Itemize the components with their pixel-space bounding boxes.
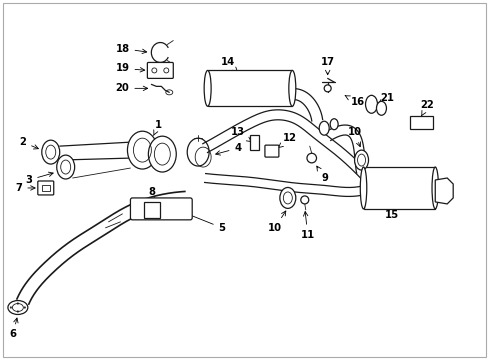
Text: 10: 10 [347,127,361,147]
Text: 10: 10 [267,211,285,233]
Text: 1: 1 [153,120,162,135]
Text: 4: 4 [215,143,241,155]
FancyBboxPatch shape [207,71,292,106]
Text: 13: 13 [230,127,251,141]
FancyBboxPatch shape [130,198,192,220]
FancyBboxPatch shape [363,167,434,209]
Text: 8: 8 [148,187,156,203]
FancyBboxPatch shape [144,202,160,218]
Text: 22: 22 [420,100,433,116]
Ellipse shape [148,136,176,172]
Circle shape [300,196,308,204]
Ellipse shape [365,95,377,113]
Ellipse shape [319,121,328,135]
Ellipse shape [203,71,211,106]
Circle shape [17,311,19,312]
Text: 21: 21 [377,93,394,104]
Ellipse shape [8,301,28,315]
Text: 15: 15 [384,206,398,220]
Text: 6: 6 [9,318,18,339]
Polygon shape [434,178,452,204]
Text: 14: 14 [221,58,237,72]
Text: 18: 18 [115,44,146,54]
Ellipse shape [41,140,60,164]
FancyBboxPatch shape [409,116,432,129]
Circle shape [24,307,25,308]
FancyBboxPatch shape [264,145,278,157]
Ellipse shape [329,119,337,130]
Text: 19: 19 [115,63,144,73]
Text: 11: 11 [300,212,314,240]
Circle shape [306,153,316,163]
Text: 3: 3 [25,172,53,185]
Ellipse shape [360,167,366,209]
Text: 9: 9 [316,166,327,183]
Text: 12: 12 [278,133,296,148]
Ellipse shape [431,167,438,209]
Ellipse shape [279,188,295,208]
FancyBboxPatch shape [38,181,54,195]
FancyBboxPatch shape [250,135,259,150]
Text: 20: 20 [115,84,147,93]
Ellipse shape [127,131,157,169]
FancyBboxPatch shape [147,62,173,78]
Ellipse shape [354,150,368,170]
Circle shape [17,303,19,304]
Text: 16: 16 [345,96,364,107]
Circle shape [324,85,330,92]
Text: 17: 17 [320,58,334,75]
Text: 7: 7 [16,183,35,193]
Ellipse shape [376,101,386,115]
Circle shape [10,307,12,308]
Text: 5: 5 [185,213,225,233]
Ellipse shape [288,71,295,106]
Ellipse shape [57,155,75,179]
Text: 2: 2 [20,137,38,149]
